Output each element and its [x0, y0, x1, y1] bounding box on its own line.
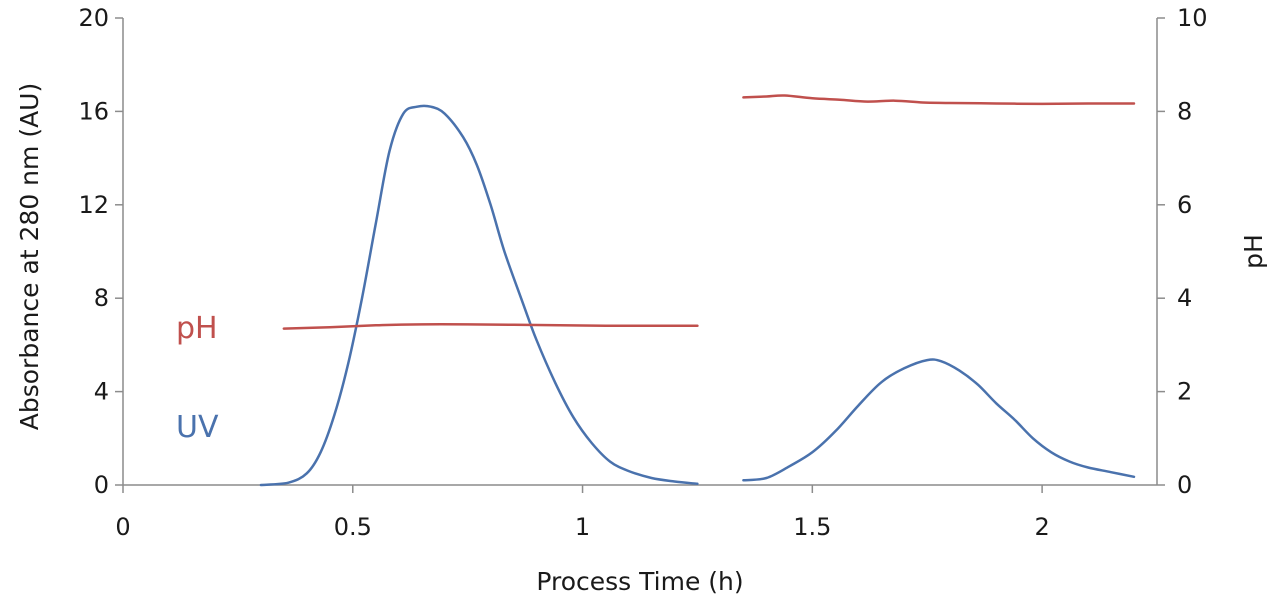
x-tick-label: 1.5 [793, 513, 831, 541]
y-right-tick-label: 10 [1177, 4, 1208, 32]
y-right-tick-label: 2 [1177, 378, 1192, 406]
x-tick-label: 2 [1034, 513, 1049, 541]
y-right-tick-label: 4 [1177, 284, 1192, 312]
x-tick-label: 0.5 [334, 513, 372, 541]
x-tick-label: 0 [115, 513, 130, 541]
y-right-axis-title: pH [1239, 234, 1268, 269]
series-label-ph: pH [176, 311, 218, 346]
series-line-uv-segment-2 [742, 358, 1136, 482]
y-left-axis-title: Absorbance at 280 nm (AU) [15, 83, 44, 430]
series-label-uv: UV [176, 410, 219, 445]
y-left-tick-label: 16 [78, 97, 109, 125]
y-left-tick-label: 12 [78, 191, 109, 219]
x-axis-title: Process Time (h) [536, 567, 743, 596]
series-line-ph-segment-1 [282, 323, 699, 330]
axes: 0 4 8 12 16 20 0 2 4 6 8 10 0 0.5 1 1.5 2 [78, 4, 1207, 541]
series-line-uv-segment-1 [259, 104, 699, 487]
y-right-tick-label: 8 [1177, 97, 1192, 125]
labels: Process Time (h) Absorbance at 280 nm (A… [15, 83, 1268, 596]
y-left-tick-label: 20 [78, 4, 109, 32]
y-right-tick-label: 0 [1177, 471, 1192, 499]
y-left-tick-label: 8 [94, 284, 109, 312]
series [259, 94, 1136, 487]
x-tick-label: 1 [575, 513, 590, 541]
y-left-tick-label: 0 [94, 471, 109, 499]
series-line-ph-segment-2 [742, 94, 1136, 106]
y-left-tick-label: 4 [94, 378, 109, 406]
y-right-tick-label: 6 [1177, 191, 1192, 219]
